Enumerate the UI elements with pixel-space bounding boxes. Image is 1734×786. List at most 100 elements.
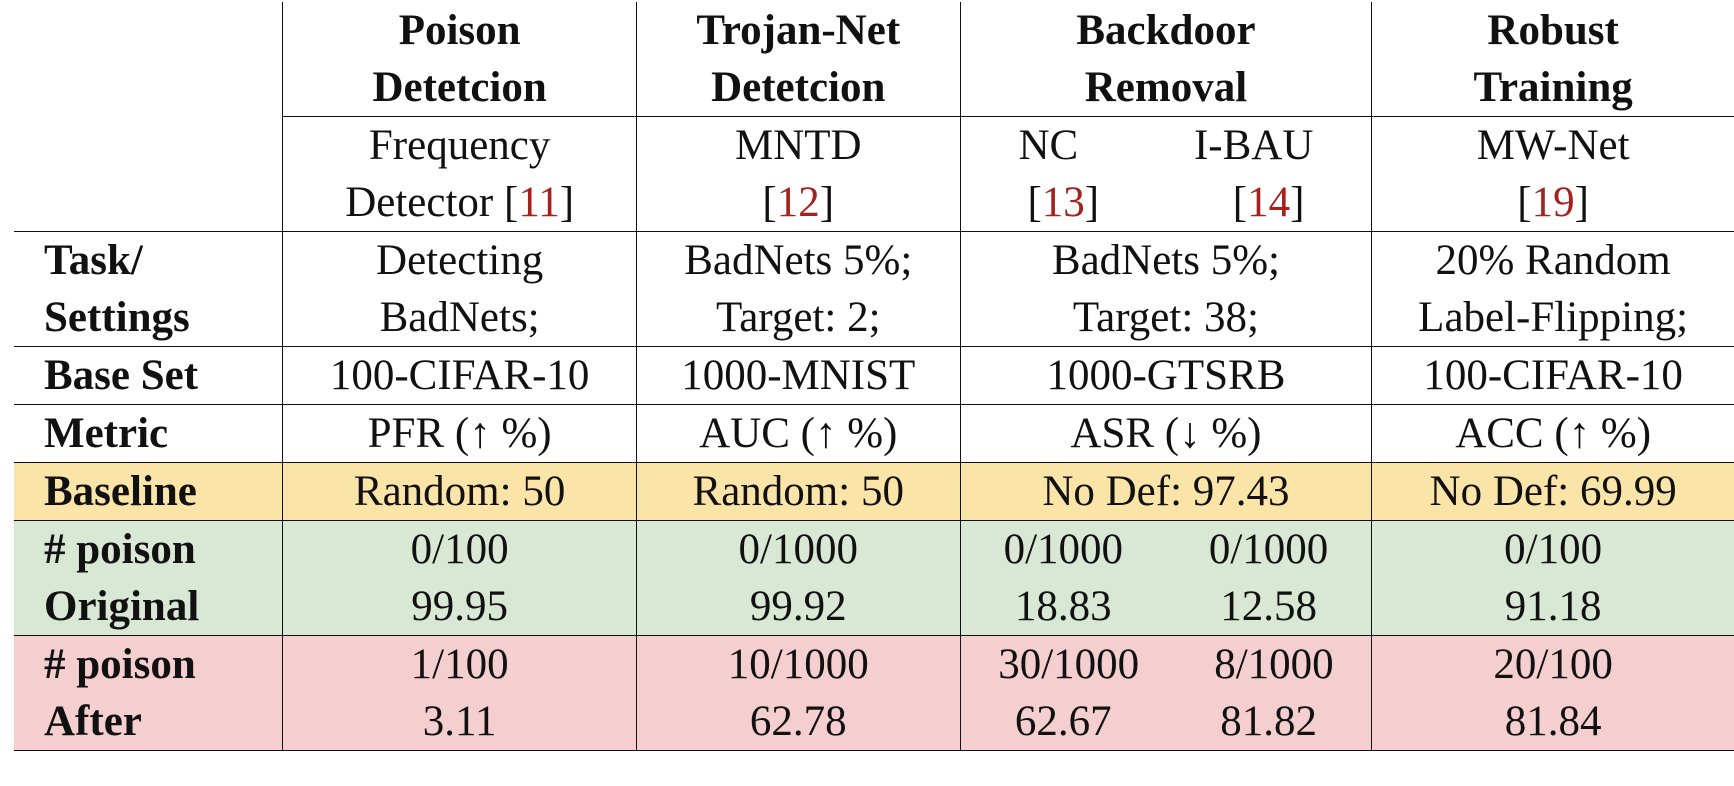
col-title-line1: Backdoor: [1076, 7, 1256, 54]
row-poison-original: # poison 0/100 0/1000 0/1000 0/1000 0/100: [14, 520, 1734, 578]
method-name: MW-Net: [1476, 122, 1630, 169]
row-label-after: After: [14, 693, 283, 751]
cell-original-nc: 18.83: [1014, 583, 1112, 630]
cell-original-split: 18.83 12.58: [959, 578, 1372, 636]
cell-metric: ACC (↑ %): [1371, 404, 1734, 463]
citation-ref[interactable]: 14: [1247, 179, 1291, 226]
row-base-set: Base Set 100-CIFAR-10 1000-MNIST 1000-GT…: [14, 346, 1734, 405]
row-label-task: Task/ Settings: [14, 231, 283, 347]
cell-poison-count-split: 0/1000 0/1000: [959, 520, 1372, 578]
row-after: After 3.11 62.78 62.67 81.82 81.84: [14, 693, 1734, 751]
ref-nc: [13]: [1027, 174, 1099, 231]
header-title-row: Poison Detetcion Trojan-Net Detetcion Ba…: [14, 2, 1734, 117]
corner-cell-lower: [14, 117, 283, 232]
cell-line2: Target: 38;: [1072, 294, 1259, 341]
cell-baseline: No Def: 97.43: [959, 462, 1372, 521]
citation-ref[interactable]: 19: [1531, 179, 1575, 226]
row-poison-after: # poison 1/100 10/1000 30/1000 8/1000 20/…: [14, 635, 1734, 693]
cell-task: BadNets 5%; Target: 38;: [959, 231, 1372, 347]
col-title-line2: Training: [1473, 64, 1633, 111]
header-method-row: Frequency Detector [11] MNTD [12] NC I-B…: [14, 116, 1734, 232]
cell-poison-count: 10/1000: [635, 635, 961, 693]
row-label-metric: Metric: [14, 404, 283, 463]
cell-metric: AUC (↑ %): [635, 404, 961, 463]
method-name-nc: NC: [1018, 122, 1079, 169]
cell-poison-count-nc: 0/1000: [1003, 526, 1124, 573]
cell-original: 91.18: [1371, 578, 1734, 636]
method-ref-line: [19]: [1517, 179, 1589, 226]
cell-line2: Label-Flipping;: [1418, 294, 1689, 341]
method-split: NC I-BAU: [961, 117, 1371, 174]
results-table: Poison Detetcion Trojan-Net Detetcion Ba…: [14, 2, 1734, 751]
cell-original-ibau: 12.58: [1220, 583, 1317, 630]
cell-metric: PFR (↑ %): [282, 404, 637, 463]
cell-base-set: 1000-GTSRB: [959, 346, 1372, 405]
row-metric: Metric PFR (↑ %) AUC (↑ %) ASR (↓ %) ACC…: [14, 404, 1734, 463]
cell-line2: Target: 2;: [715, 294, 881, 341]
row-label-original: Original: [14, 578, 283, 636]
cell-task: 20% Random Label-Flipping;: [1371, 231, 1734, 347]
cell-baseline: No Def: 69.99: [1371, 462, 1734, 521]
cell-poison-count-nc: 30/1000: [998, 641, 1140, 688]
col-title-line1: Robust: [1487, 7, 1619, 54]
method-name: Frequency: [368, 122, 551, 169]
row-label-poison-count: # poison: [14, 520, 283, 578]
cell-after-ibau: 81.82: [1220, 698, 1317, 745]
cell-line1: BadNets 5%;: [684, 237, 913, 284]
method-ref-split: [13] [14]: [961, 174, 1371, 231]
ref-ibau: [14]: [1233, 174, 1305, 231]
cell-original: 99.95: [282, 578, 637, 636]
method-ref-line: [12]: [762, 179, 835, 226]
col-header-backdoor-removal: Backdoor Removal: [959, 2, 1372, 117]
cell-poison-count-split: 30/1000 8/1000: [959, 635, 1372, 693]
cell-task: Detecting BadNets;: [282, 231, 637, 347]
cell-baseline: Random: 50: [282, 462, 637, 521]
row-task-settings: Task/ Settings Detecting BadNets; BadNets…: [14, 231, 1734, 347]
label-line1: Task/: [44, 237, 143, 284]
cell-poison-count: 0/100: [282, 520, 637, 578]
cell-poison-count: 1/100: [282, 635, 637, 693]
cell-task: BadNets 5%; Target: 2;: [635, 231, 961, 347]
col-title-line2: Detetcion: [372, 64, 547, 111]
cell-base-set: 1000-MNIST: [635, 346, 961, 405]
cell-line1: BadNets 5%;: [1051, 237, 1280, 284]
cell-metric: ASR (↓ %): [959, 404, 1372, 463]
cell-original: 99.92: [635, 578, 961, 636]
cell-base-set: 100-CIFAR-10: [1371, 346, 1734, 405]
citation-ref[interactable]: 11: [518, 179, 560, 226]
cell-after: 81.84: [1371, 693, 1734, 751]
method-name: MNTD: [734, 122, 862, 169]
cell-poison-count: 20/100: [1371, 635, 1734, 693]
col-header-trojan-net-detection: Trojan-Net Detetcion: [635, 2, 961, 117]
label-line2: Settings: [44, 294, 190, 341]
citation-ref[interactable]: 12: [776, 179, 820, 226]
citation-ref[interactable]: 13: [1041, 179, 1085, 226]
cell-baseline: Random: 50: [635, 462, 961, 521]
cell-after-split: 62.67 81.82: [959, 693, 1372, 751]
cell-poison-count-ibau: 8/1000: [1214, 641, 1334, 688]
col-title-line2: Detetcion: [711, 64, 886, 111]
col-header-robust-training: Robust Training: [1371, 2, 1734, 117]
col-title-line2: Removal: [1084, 64, 1248, 111]
row-label-baseline: Baseline: [14, 462, 283, 521]
method-frequency-detector: Frequency Detector [11]: [282, 116, 637, 232]
cell-after: 62.78: [635, 693, 961, 751]
corner-cell: [14, 2, 283, 117]
row-baseline: Baseline Random: 50 Random: 50 No Def: 9…: [14, 462, 1734, 521]
cell-after-nc: 62.67: [1014, 698, 1112, 745]
method-ref-line: Detector [11]: [345, 179, 575, 226]
cell-poison-count: 0/100: [1371, 520, 1734, 578]
cell-poison-count-ibau: 0/1000: [1208, 526, 1329, 573]
method-nc-ibau: NC I-BAU [13] [14]: [959, 116, 1372, 232]
cell-line2: BadNets;: [379, 294, 540, 341]
cell-line1: 20% Random: [1435, 237, 1671, 284]
row-label-base-set: Base Set: [14, 346, 283, 405]
cell-after: 3.11: [282, 693, 637, 751]
method-name-cont: Detector: [345, 179, 504, 226]
cell-line1: Detecting: [376, 237, 544, 284]
cell-base-set: 100-CIFAR-10: [282, 346, 637, 405]
row-label-poison-count: # poison: [14, 635, 283, 693]
cell-poison-count: 0/1000: [635, 520, 961, 578]
method-mw-net: MW-Net [19]: [1371, 116, 1734, 232]
col-title-line1: Poison: [398, 7, 521, 54]
